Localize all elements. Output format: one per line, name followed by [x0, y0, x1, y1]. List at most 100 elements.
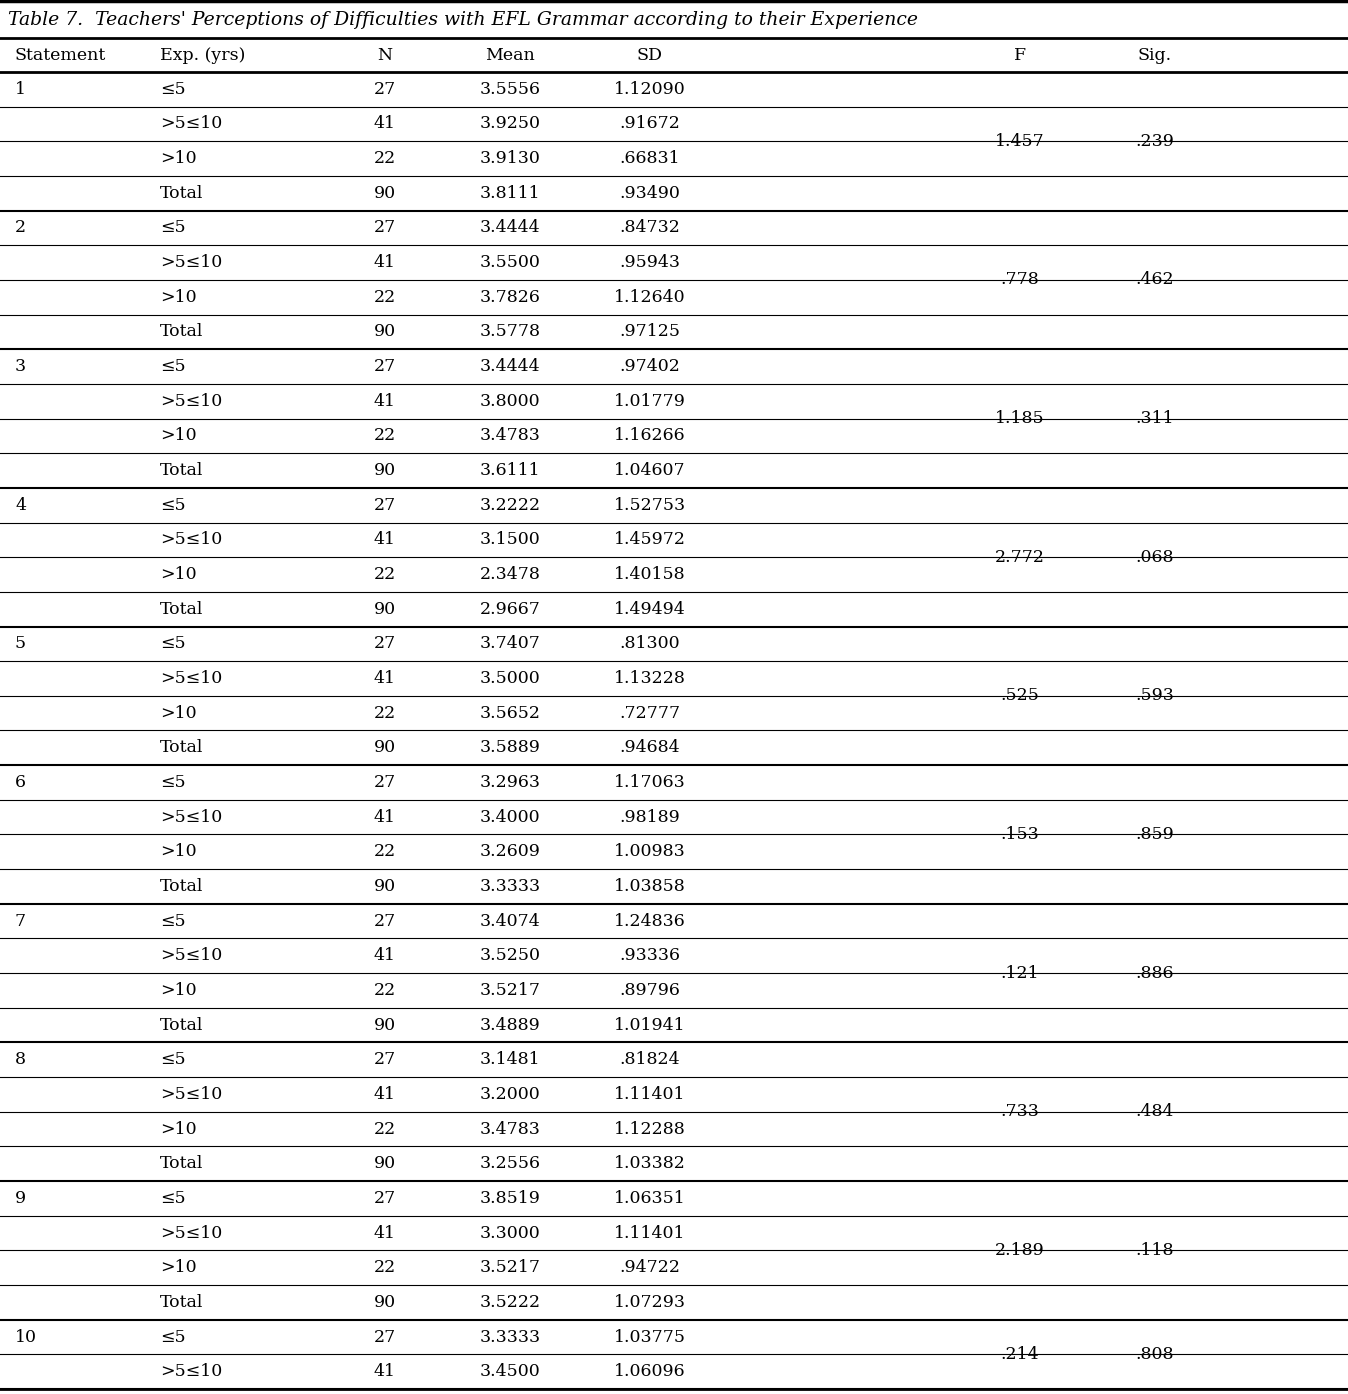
Text: >10: >10 — [160, 151, 197, 167]
Text: 27: 27 — [373, 1190, 396, 1207]
Text: 1.185: 1.185 — [995, 410, 1045, 427]
Text: 22: 22 — [373, 289, 396, 305]
Text: 3.5250: 3.5250 — [480, 948, 541, 965]
Text: 3.8111: 3.8111 — [480, 185, 541, 202]
Text: Total: Total — [160, 185, 204, 202]
Text: 3.5778: 3.5778 — [480, 323, 541, 340]
Text: .214: .214 — [1000, 1345, 1039, 1363]
Text: 3.5652: 3.5652 — [480, 705, 541, 722]
Text: 3.8000: 3.8000 — [480, 393, 541, 410]
Text: 3.7407: 3.7407 — [480, 636, 541, 652]
Text: Total: Total — [160, 461, 204, 480]
Text: .525: .525 — [1000, 687, 1039, 704]
Text: >10: >10 — [160, 705, 197, 722]
Text: 1.40158: 1.40158 — [615, 566, 686, 583]
Text: 41: 41 — [373, 1363, 396, 1380]
Text: 3.5500: 3.5500 — [480, 254, 541, 270]
Text: 4: 4 — [15, 496, 26, 514]
Text: 1: 1 — [15, 81, 26, 98]
Text: 1.07293: 1.07293 — [613, 1294, 686, 1310]
Text: 1.17063: 1.17063 — [615, 774, 686, 790]
Text: 3.4000: 3.4000 — [480, 809, 541, 825]
Text: Total: Total — [160, 1294, 204, 1310]
Text: 1.52753: 1.52753 — [613, 496, 686, 514]
Text: Total: Total — [160, 878, 204, 895]
Text: SD: SD — [638, 46, 663, 64]
Text: 3.2556: 3.2556 — [480, 1156, 541, 1172]
Text: .886: .886 — [1136, 965, 1174, 981]
Text: 90: 90 — [373, 878, 396, 895]
Text: 27: 27 — [373, 81, 396, 98]
Text: Mean: Mean — [485, 46, 535, 64]
Text: .859: .859 — [1135, 827, 1174, 843]
Text: Total: Total — [160, 1016, 204, 1033]
Text: >10: >10 — [160, 1259, 197, 1276]
Text: 22: 22 — [373, 1259, 396, 1276]
Text: 1.04607: 1.04607 — [615, 461, 686, 480]
Text: ≤5: ≤5 — [160, 913, 186, 930]
Text: 3.9130: 3.9130 — [480, 151, 541, 167]
Text: 22: 22 — [373, 981, 396, 999]
Text: 3.5222: 3.5222 — [480, 1294, 541, 1310]
Text: Total: Total — [160, 601, 204, 618]
Text: 90: 90 — [373, 1156, 396, 1172]
Text: .778: .778 — [1000, 272, 1039, 289]
Text: >10: >10 — [160, 566, 197, 583]
Text: .95943: .95943 — [620, 254, 681, 270]
Text: 22: 22 — [373, 428, 396, 445]
Text: 1.12640: 1.12640 — [615, 289, 686, 305]
Text: 1.03775: 1.03775 — [613, 1328, 686, 1345]
Text: 1.457: 1.457 — [995, 132, 1045, 149]
Text: 27: 27 — [373, 774, 396, 790]
Text: 3: 3 — [15, 358, 26, 375]
Text: .808: .808 — [1136, 1345, 1174, 1363]
Text: 8: 8 — [15, 1051, 26, 1068]
Text: ≤5: ≤5 — [160, 219, 186, 237]
Text: 90: 90 — [373, 323, 396, 340]
Text: >5≤10: >5≤10 — [160, 393, 222, 410]
Text: >5≤10: >5≤10 — [160, 809, 222, 825]
Text: 41: 41 — [373, 1224, 396, 1242]
Text: 90: 90 — [373, 185, 396, 202]
Text: 3.5889: 3.5889 — [480, 739, 541, 757]
Text: 10: 10 — [15, 1328, 36, 1345]
Text: .733: .733 — [1000, 1103, 1039, 1121]
Text: 41: 41 — [373, 948, 396, 965]
Text: 27: 27 — [373, 358, 396, 375]
Text: >5≤10: >5≤10 — [160, 1086, 222, 1103]
Text: 27: 27 — [373, 1328, 396, 1345]
Text: 1.03382: 1.03382 — [615, 1156, 686, 1172]
Text: 7: 7 — [15, 913, 26, 930]
Text: >5≤10: >5≤10 — [160, 1224, 222, 1242]
Text: 22: 22 — [373, 151, 396, 167]
Text: 2.189: 2.189 — [995, 1242, 1045, 1259]
Text: ≤5: ≤5 — [160, 358, 186, 375]
Text: 3.4783: 3.4783 — [480, 428, 541, 445]
Text: 3.5556: 3.5556 — [480, 81, 541, 98]
Text: 41: 41 — [373, 671, 396, 687]
Text: .311: .311 — [1135, 410, 1174, 427]
Text: .66831: .66831 — [620, 151, 681, 167]
Text: .81300: .81300 — [620, 636, 681, 652]
Text: 90: 90 — [373, 601, 396, 618]
Text: 1.16266: 1.16266 — [615, 428, 686, 445]
Text: 27: 27 — [373, 219, 396, 237]
Text: 1.06096: 1.06096 — [615, 1363, 686, 1380]
Text: .93490: .93490 — [620, 185, 681, 202]
Text: 2.3478: 2.3478 — [480, 566, 541, 583]
Text: 1.45972: 1.45972 — [613, 531, 686, 548]
Text: .97125: .97125 — [620, 323, 681, 340]
Text: 3.4444: 3.4444 — [480, 219, 541, 237]
Text: 3.2609: 3.2609 — [480, 843, 541, 860]
Text: .121: .121 — [1000, 965, 1039, 981]
Text: 1.24836: 1.24836 — [615, 913, 686, 930]
Text: ≤5: ≤5 — [160, 1190, 186, 1207]
Text: >5≤10: >5≤10 — [160, 948, 222, 965]
Text: 3.4783: 3.4783 — [480, 1121, 541, 1138]
Text: 1.01941: 1.01941 — [615, 1016, 686, 1033]
Text: 27: 27 — [373, 636, 396, 652]
Text: ≤5: ≤5 — [160, 636, 186, 652]
Text: 90: 90 — [373, 461, 396, 480]
Text: 2: 2 — [15, 219, 26, 237]
Text: .462: .462 — [1135, 272, 1174, 289]
